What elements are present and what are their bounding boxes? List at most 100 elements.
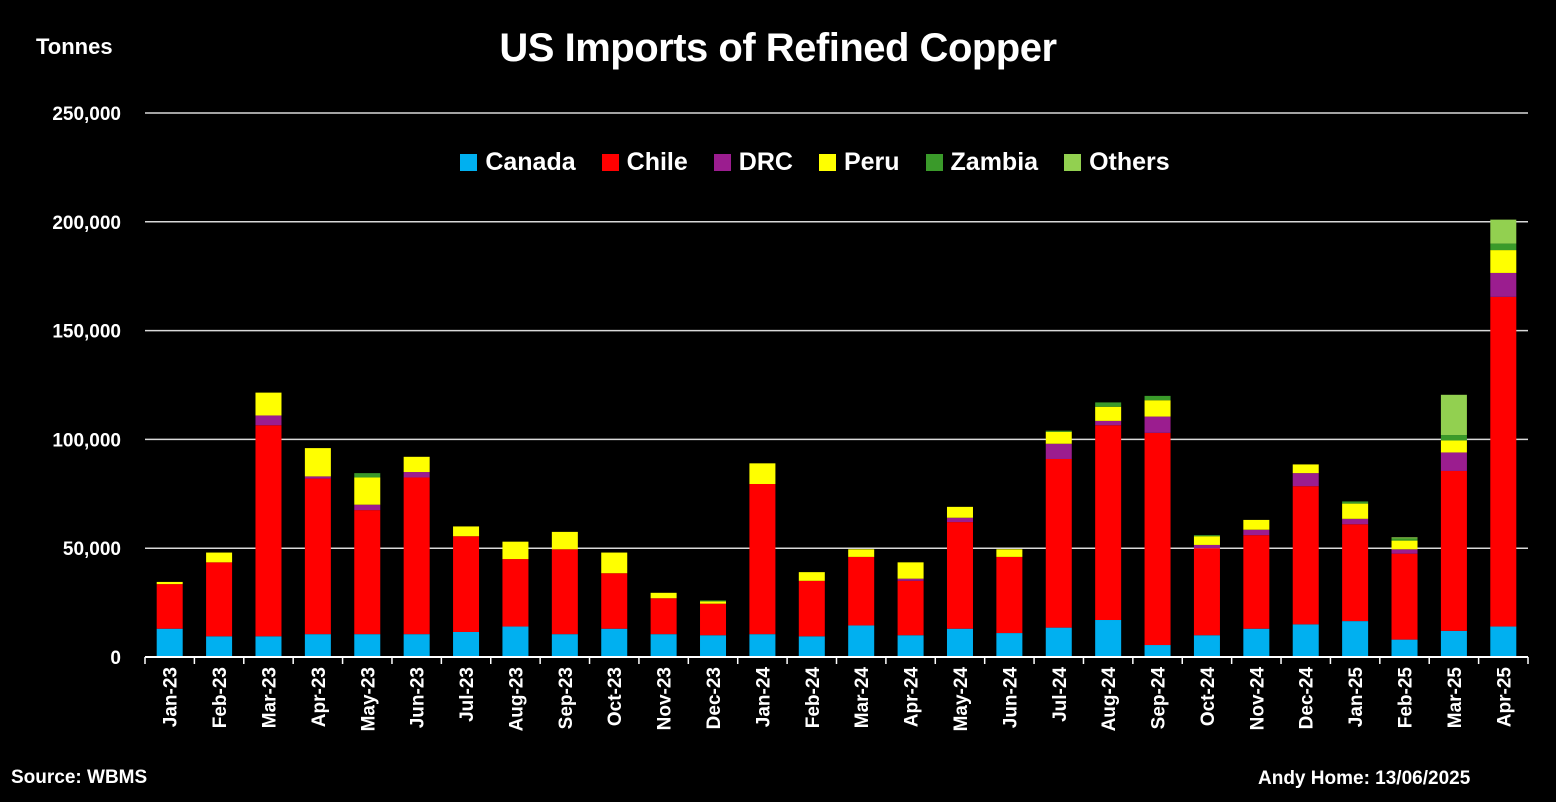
chart-title: US Imports of Refined Copper bbox=[499, 26, 1057, 70]
bar-segment-chile-mar-25 bbox=[1440, 470, 1467, 631]
x-tick-label: Aug-23 bbox=[506, 667, 527, 731]
x-tick-label: May-24 bbox=[951, 667, 972, 732]
legend-swatch bbox=[601, 154, 619, 171]
bar-segment-zambia-oct-24 bbox=[1193, 535, 1220, 537]
gridlines bbox=[145, 112, 1528, 549]
bar-segment-canada-feb-25 bbox=[1391, 639, 1418, 657]
x-tick-label: Mar-25 bbox=[1445, 667, 1466, 729]
bar-segment-chile-jan-23 bbox=[156, 584, 183, 629]
legend: Canada Chile DRC Peru Zambia Others bbox=[0, 148, 1556, 177]
bar-segment-peru-aug-23 bbox=[502, 541, 529, 560]
bar-segment-peru-feb-24 bbox=[798, 572, 825, 581]
x-tick-label: Mar-24 bbox=[852, 667, 873, 729]
x-tick-label: Feb-24 bbox=[803, 667, 824, 729]
bar-segment-chile-oct-24 bbox=[1193, 548, 1220, 636]
bar-segment-zambia-aug-24 bbox=[1095, 402, 1122, 407]
bar-segment-canada-dec-24 bbox=[1292, 624, 1319, 657]
bar-segment-drc-feb-25 bbox=[1391, 549, 1418, 554]
bar-segment-peru-oct-23 bbox=[601, 552, 628, 574]
bar-segment-others-apr-25 bbox=[1490, 219, 1517, 244]
legend-label: DRC bbox=[738, 148, 793, 176]
bar-segment-zambia-apr-25 bbox=[1490, 243, 1517, 251]
x-tick-label: Jul-24 bbox=[1050, 667, 1071, 722]
x-tick-labels: Jan-23 Feb-23 Mar-23 Apr-23 May-23 Jun-23 Jul-… bbox=[161, 667, 1516, 732]
legend-item-others: Others bbox=[1064, 148, 1170, 177]
x-tick-label: Apr-25 bbox=[1494, 667, 1515, 728]
bar-segment-chile-aug-24 bbox=[1095, 425, 1122, 621]
bar-segment-chile-feb-25 bbox=[1391, 553, 1418, 640]
bar-segment-peru-mar-25 bbox=[1440, 440, 1467, 453]
legend-item-canada: Canada bbox=[460, 148, 576, 177]
bar-segment-chile-mar-23 bbox=[255, 425, 282, 637]
bar-segment-chile-dec-24 bbox=[1292, 486, 1319, 625]
bar-segment-canada-may-24 bbox=[946, 628, 973, 657]
bar-segment-chile-aug-23 bbox=[502, 559, 529, 627]
bar-segment-peru-feb-23 bbox=[206, 552, 233, 563]
bar-segment-drc-aug-24 bbox=[1095, 420, 1122, 426]
author-credit: Andy Home: 13/06/2025 bbox=[1258, 768, 1471, 789]
bar-segment-peru-apr-24 bbox=[897, 562, 924, 579]
bar-segment-peru-mar-24 bbox=[848, 549, 875, 557]
bar-segment-chile-apr-23 bbox=[304, 478, 331, 635]
y-tick-label: 150,000 bbox=[52, 322, 121, 343]
bar-segment-peru-jun-24 bbox=[996, 549, 1023, 557]
axes bbox=[144, 656, 1529, 664]
bar-segment-chile-oct-23 bbox=[601, 573, 628, 629]
legend-swatch bbox=[818, 154, 836, 171]
bar-segment-zambia-sep-24 bbox=[1144, 395, 1171, 401]
bar-segment-canada-apr-25 bbox=[1490, 626, 1517, 657]
bar-segment-chile-nov-23 bbox=[650, 598, 677, 635]
legend-label: Chile bbox=[626, 148, 688, 176]
bar-segment-canada-jan-23 bbox=[156, 628, 183, 657]
bar-segment-canada-oct-23 bbox=[601, 628, 628, 657]
source-note: Source: WBMS bbox=[11, 767, 148, 788]
bar-segment-canada-mar-25 bbox=[1440, 630, 1467, 657]
legend-label: Canada bbox=[485, 148, 576, 176]
bar-segment-canada-sep-24 bbox=[1144, 645, 1171, 657]
x-tick-label: Dec-23 bbox=[704, 667, 725, 729]
bar-segment-drc-jun-23 bbox=[403, 472, 430, 478]
bar-segment-chile-may-24 bbox=[946, 522, 973, 629]
x-tick-label: Jul-23 bbox=[457, 667, 478, 722]
bar-segment-drc-may-23 bbox=[354, 504, 381, 511]
x-tick-label: Jun-23 bbox=[408, 667, 429, 728]
bar-segment-drc-jul-24 bbox=[1045, 443, 1072, 459]
bar-segment-canada-nov-24 bbox=[1243, 628, 1270, 657]
bar-segment-chile-jul-24 bbox=[1045, 458, 1072, 628]
x-tick-label: Sep-23 bbox=[556, 667, 577, 729]
bar-segment-peru-mar-23 bbox=[255, 392, 282, 416]
bar-segment-canada-jun-24 bbox=[996, 633, 1023, 657]
bar-segment-chile-jan-24 bbox=[749, 484, 776, 635]
bar-segment-zambia-jul-24 bbox=[1045, 430, 1072, 432]
bar-segment-canada-jul-23 bbox=[453, 631, 480, 657]
bar-segment-peru-jan-25 bbox=[1342, 503, 1369, 519]
bar-segment-peru-aug-24 bbox=[1095, 406, 1122, 421]
x-tick-label: May-23 bbox=[358, 667, 379, 731]
bar-segment-canada-jan-25 bbox=[1342, 621, 1369, 657]
bar-segment-drc-dec-24 bbox=[1292, 473, 1319, 487]
bar-segment-peru-jan-24 bbox=[749, 463, 776, 485]
bar-segment-canada-sep-23 bbox=[551, 634, 578, 657]
legend-swatch bbox=[1064, 154, 1082, 171]
bar-segment-others-mar-25 bbox=[1440, 394, 1467, 436]
bar-segment-peru-jun-23 bbox=[403, 456, 430, 473]
bar-segment-canada-jan-24 bbox=[749, 634, 776, 657]
bar-segment-chile-may-23 bbox=[354, 510, 381, 635]
bar-segment-peru-nov-24 bbox=[1243, 519, 1270, 530]
bar-segment-drc-jan-25 bbox=[1342, 518, 1369, 525]
bar-segment-chile-sep-23 bbox=[551, 549, 578, 635]
legend-item-drc: DRC bbox=[713, 148, 793, 177]
bar-segment-canada-jul-24 bbox=[1045, 627, 1072, 657]
y-tick-label: 200,000 bbox=[52, 213, 121, 234]
bar-segment-peru-jul-23 bbox=[453, 526, 480, 537]
bar-segment-chile-apr-25 bbox=[1490, 296, 1517, 627]
bar-segment-others-feb-25 bbox=[1391, 537, 1418, 539]
bar-segment-peru-may-24 bbox=[946, 506, 973, 518]
bar-segment-drc-apr-24 bbox=[897, 578, 924, 581]
bar-segment-peru-feb-25 bbox=[1391, 540, 1418, 550]
bar-segment-peru-dec-23 bbox=[700, 601, 727, 604]
x-tick-label: Mar-23 bbox=[259, 667, 280, 728]
x-tick-label: Aug-24 bbox=[1099, 667, 1120, 732]
y-tick-label: 250,000 bbox=[52, 104, 121, 125]
legend-label: Peru bbox=[843, 148, 900, 176]
